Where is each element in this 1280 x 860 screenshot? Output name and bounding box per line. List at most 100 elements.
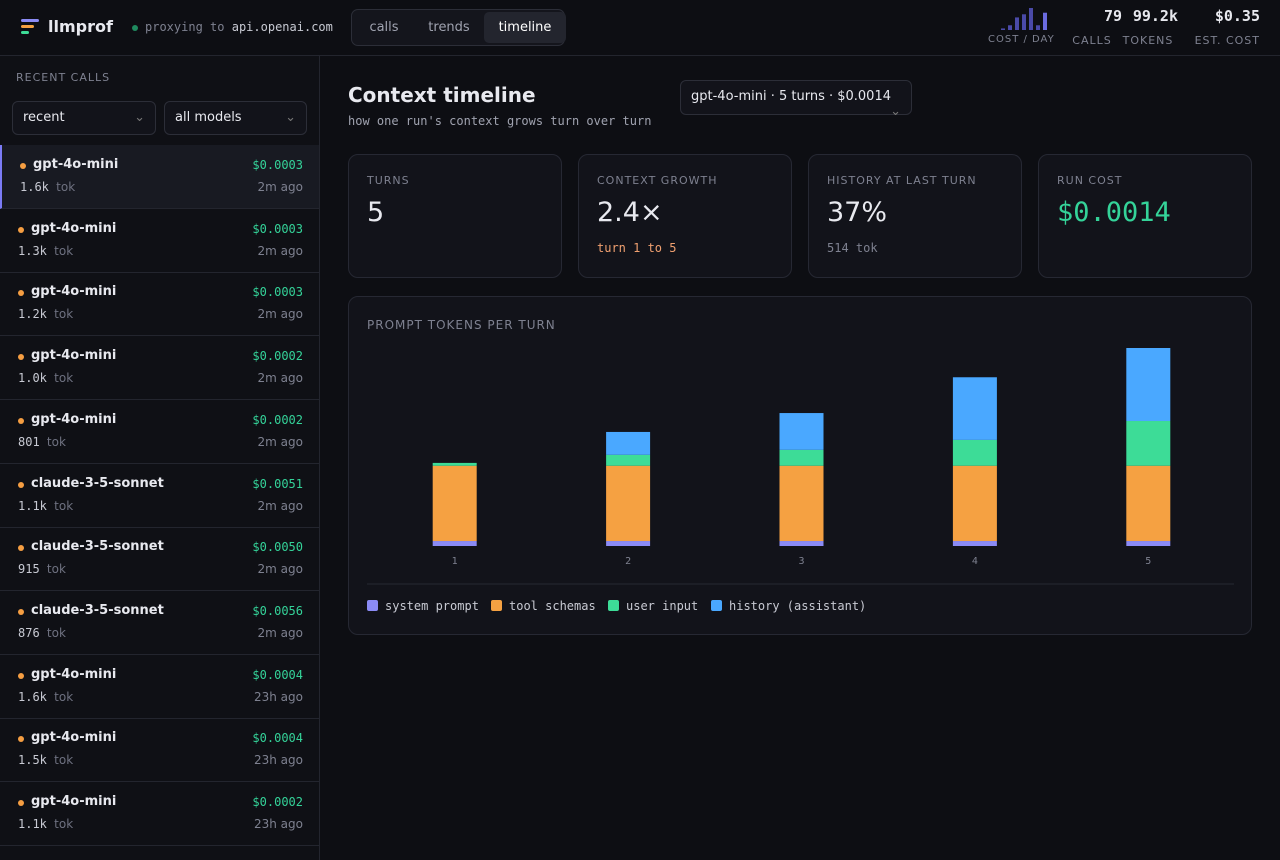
card-value: $0.0014 — [1057, 197, 1171, 228]
stat-card: RUN COST $0.0014 — [1038, 154, 1252, 278]
card-value: 2.4× — [597, 197, 663, 228]
call-item[interactable]: gpt-4o-mini $0.0002 801 tok 2m ago — [0, 400, 319, 464]
token-unit: tok — [54, 817, 74, 831]
call-item[interactable]: claude-3-5-sonnet $0.0051 1.1k tok 2m ago — [0, 464, 319, 528]
call-cost: $0.0003 — [252, 221, 303, 236]
call-tokens: 1.2k tok — [18, 307, 74, 322]
legend-swatch — [367, 600, 378, 611]
bar-segment — [1126, 465, 1171, 542]
chart-title: PROMPT TOKENS PER TURN — [367, 318, 556, 332]
call-tokens: 1.6k tok — [18, 689, 74, 704]
call-item[interactable]: gpt-4o-mini $0.0003 1.3k tok 2m ago — [0, 209, 319, 273]
call-cost: $0.0056 — [252, 603, 303, 618]
call-age: 2m ago — [257, 307, 303, 322]
call-tokens: 876 tok — [18, 625, 66, 640]
token-unit: tok — [54, 753, 74, 768]
call-cost: $0.0002 — [252, 349, 303, 364]
call-item[interactable]: gpt-4o-mini $0.0003 1.6k tok 2m ago — [0, 145, 319, 209]
sparkline-bar — [1015, 17, 1019, 30]
x-tick-label: 4 — [972, 556, 978, 567]
token-unit: tok — [46, 562, 66, 577]
status-dot — [18, 226, 24, 233]
card-value: 5 — [367, 197, 385, 228]
call-item[interactable]: claude-3-5-sonnet $0.0050 915 tok 2m ago — [0, 527, 319, 592]
call-cost: $0.0002 — [252, 412, 303, 427]
chart-panel: PROMPT TOKENS PER TURN 1 2 3 4 5 system promp… — [348, 296, 1252, 635]
tab[interactable]: trends — [428, 20, 470, 35]
legend-swatch — [491, 600, 502, 611]
bar-segment — [952, 465, 997, 542]
bar-segment — [779, 465, 824, 542]
card-label: TURNS — [367, 174, 410, 187]
call-tokens: 1.0k tok — [18, 371, 74, 386]
model-select[interactable]: all models — [164, 101, 307, 135]
x-tick-label: 5 — [1145, 556, 1151, 567]
proxy-host: api.openai.com — [231, 20, 333, 34]
sparkline-bar — [1022, 14, 1026, 30]
call-item[interactable]: gpt-4o-mini $0.0002 1.1k tok 23h ago — [0, 782, 319, 846]
call-item[interactable]: gpt-4o-mini $0.0003 1.2k tok 2m ago — [0, 272, 319, 337]
call-item[interactable]: gpt-4o-mini $0.0004 1.5k tok 23h ago — [0, 718, 319, 783]
call-tokens: 801 tok — [18, 434, 66, 449]
sidebar-title: RECENT CALLS — [16, 71, 111, 84]
card-label: HISTORY AT LAST TURN — [827, 174, 977, 187]
bar-segment — [606, 454, 651, 466]
stat-label: TOKENS — [1122, 34, 1174, 47]
call-age: 2m ago — [257, 498, 303, 513]
token-unit: tok — [54, 307, 74, 322]
call-cost: $0.0002 — [252, 795, 303, 809]
stat-label: EST. COST — [1194, 34, 1260, 47]
call-item[interactable]: claude-3-5-sonnet $0.0056 876 tok 2m ago — [0, 591, 319, 655]
stat-card: TURNS 5 — [348, 154, 562, 278]
call-age: 2m ago — [257, 180, 303, 194]
call-tokens: 1.6k tok — [20, 180, 76, 194]
call-item[interactable]: gpt-4o-mini $0.0002 1.0k tok 2m ago — [0, 336, 319, 401]
tab[interactable]: calls — [369, 20, 399, 35]
bar-segment — [952, 439, 997, 466]
stat-value: $0.35 — [1214, 7, 1260, 25]
call-model: gpt-4o-mini — [31, 348, 117, 364]
card-sub: 514 tok — [827, 241, 878, 255]
tab[interactable]: timeline — [484, 12, 566, 43]
call-cost: $0.0003 — [252, 285, 303, 300]
bar-segment — [606, 465, 651, 542]
call-age: 2m ago — [257, 562, 303, 577]
x-tick-label: 2 — [625, 556, 631, 567]
call-age: 23h ago — [253, 689, 303, 704]
bar-segment — [1126, 348, 1171, 422]
call-model: gpt-4o-mini — [33, 157, 119, 172]
bar-segment — [1126, 541, 1171, 546]
status-dot — [18, 608, 24, 615]
sparkline-bar — [1043, 12, 1047, 30]
token-unit: tok — [54, 498, 74, 513]
sparkline-bar — [1029, 8, 1033, 30]
legend-label: history (assistant) — [729, 599, 866, 613]
call-item[interactable]: gpt-4o-mini $0.0004 1.6k tok 23h ago — [0, 655, 319, 719]
call-cost: $0.0004 — [252, 731, 303, 746]
call-model: gpt-4o-mini — [31, 411, 117, 427]
call-tokens: 1.1k tok — [18, 498, 74, 513]
card-label: RUN COST — [1057, 174, 1123, 187]
card-value: 37% — [827, 197, 888, 228]
chart: 1 2 3 4 5 system prompt tool schemas user input… — [367, 348, 1234, 613]
call-cost: $0.0004 — [252, 667, 303, 682]
token-unit: tok — [54, 689, 74, 704]
call-model: gpt-4o-mini — [31, 730, 117, 746]
run-selector[interactable]: gpt-4o-mini · 5 turns · $0.0014 — [680, 80, 912, 115]
proxy-text: proxying to — [145, 20, 225, 34]
call-tokens: 915 tok — [18, 562, 66, 577]
call-model: gpt-4o-mini — [31, 666, 117, 682]
stat-value: 79 — [1103, 7, 1122, 25]
call-model: claude-3-5-sonnet — [31, 539, 164, 555]
bar-segment — [606, 431, 651, 455]
call-cost: $0.0050 — [252, 540, 303, 555]
sort-select[interactable]: recent — [12, 101, 156, 135]
status-dot — [18, 545, 24, 552]
status-dot — [20, 163, 26, 169]
call-cost: $0.0051 — [252, 476, 303, 491]
bar-segment — [432, 462, 477, 466]
logo-icon — [21, 19, 39, 34]
call-age: 2m ago — [257, 371, 303, 386]
call-tokens: 1.5k tok — [18, 753, 74, 768]
call-model: claude-3-5-sonnet — [31, 602, 164, 618]
